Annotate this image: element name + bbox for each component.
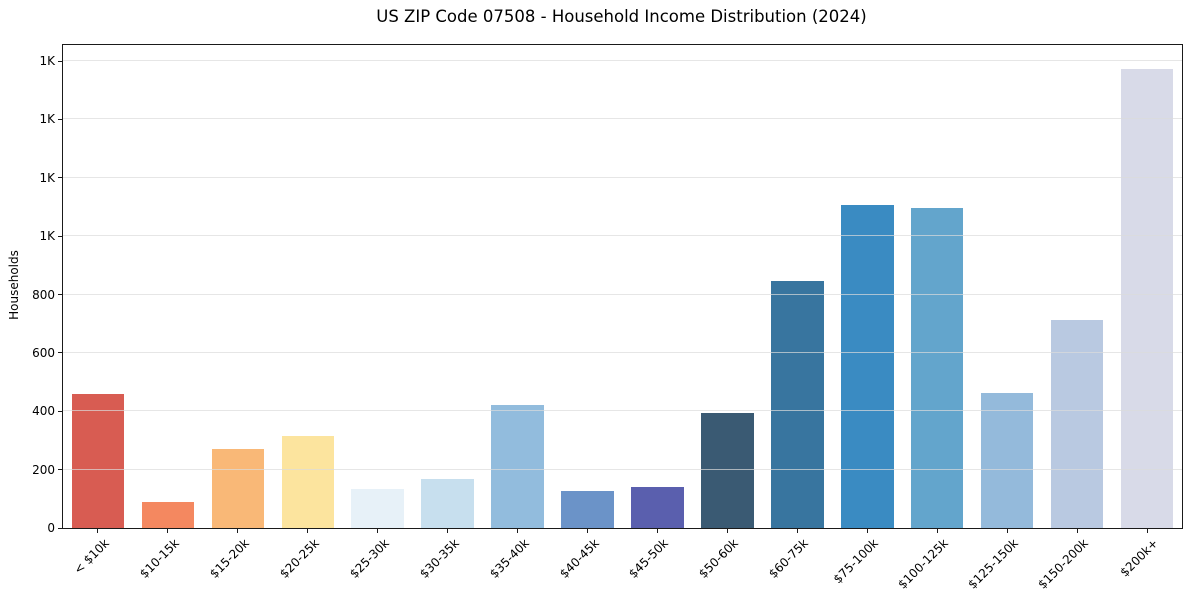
x-tick-label: $50-60k (696, 536, 742, 581)
y-tick-mark (58, 294, 62, 296)
bar-slot (623, 45, 693, 528)
bar-slot (692, 45, 762, 528)
x-tick-label: $30-35k (416, 536, 462, 581)
x-tick-label: $40-45k (556, 536, 602, 581)
x-tick-mark (1006, 529, 1008, 533)
bar-slot (273, 45, 343, 528)
bar-slot (63, 45, 133, 528)
y-axis-label: Households (7, 250, 21, 320)
bar (421, 478, 474, 528)
bar (1050, 320, 1104, 528)
bar (771, 281, 824, 528)
x-tick-mark (307, 529, 309, 533)
y-tick-mark (58, 469, 62, 471)
x-tick-label: $125-150k (965, 536, 1022, 590)
y-tick-label: 1K (39, 54, 55, 69)
x-tick-label: $10-15k (136, 536, 182, 581)
x-tick-mark (237, 529, 239, 533)
bar (841, 205, 894, 528)
plot-area: 0 200 400 600 800 1K 1K 1K 1K < $10k $10-15k $15-20… (32, 44, 1183, 590)
y-tick-label: 600 (32, 345, 55, 360)
x-tick-mark (587, 529, 589, 533)
x-tick-label: $75-100k (830, 536, 882, 587)
x-tick-mark (97, 529, 99, 533)
x-tick-label: $25-30k (346, 536, 392, 581)
bar (561, 491, 614, 528)
x-tick-mark (1146, 529, 1148, 533)
y-tick-label: 1K (39, 229, 55, 244)
y-tick-mark (58, 527, 62, 529)
x-tick-mark (1076, 529, 1078, 533)
x-tick-mark (936, 529, 938, 533)
y-tick-mark (58, 118, 62, 120)
x-tick-mark (726, 529, 728, 533)
y-tick-label: 0 (47, 521, 55, 535)
bar-slot (483, 45, 553, 528)
y-tick-mark (58, 410, 62, 412)
x-tick-label: $20-25k (276, 536, 322, 581)
bar (980, 393, 1034, 528)
y-tick-mark (58, 60, 62, 62)
y-tick-label: 400 (32, 404, 55, 419)
x-tick-label: $100-125k (895, 536, 952, 590)
bar-slot (902, 45, 972, 528)
y-tick-mark (58, 352, 62, 354)
bar (910, 207, 964, 528)
bar (71, 393, 125, 528)
bar (351, 489, 404, 528)
bar-slot (553, 45, 623, 528)
x-tick-label: $60-75k (766, 536, 812, 581)
chart-title: US ZIP Code 07508 - Household Income Dis… (376, 7, 867, 26)
x-tick-mark (866, 529, 868, 533)
x-tick-label: $15-20k (206, 536, 252, 581)
y-tick-label: 200 (32, 462, 55, 477)
y-tick-label: 1K (39, 112, 55, 127)
bar-slot (1112, 45, 1182, 528)
bar-series (63, 45, 1182, 528)
x-tick-label: < $10k (71, 536, 112, 577)
x-tick-label: $45-50k (626, 536, 672, 581)
x-tick-mark (517, 529, 519, 533)
x-tick-mark (377, 529, 379, 533)
bar (1120, 68, 1174, 528)
y-tick-mark (58, 235, 62, 237)
bar-slot (133, 45, 203, 528)
bar-slot (343, 45, 413, 528)
x-tick-label: $200k+ (1117, 536, 1161, 580)
x-tick-mark (447, 529, 449, 533)
x-tick-label: $35-40k (486, 536, 532, 581)
bar-slot (832, 45, 902, 528)
bar-slot (1042, 45, 1112, 528)
y-tick-mark (58, 177, 62, 179)
x-tick-label: $150-200k (1035, 536, 1091, 590)
x-tick-mark (167, 529, 169, 533)
bar-slot (203, 45, 273, 528)
bar (701, 413, 754, 528)
bar (211, 449, 265, 528)
y-tick-label: 1K (39, 170, 55, 185)
bar (281, 436, 334, 528)
bar (141, 501, 195, 528)
y-tick-label: 800 (32, 287, 55, 302)
x-tick-mark (656, 529, 658, 533)
bar-slot (413, 45, 483, 528)
x-tick-mark (796, 529, 798, 533)
bar (631, 487, 684, 528)
bar-slot (762, 45, 832, 528)
bar-slot (972, 45, 1042, 528)
bar (491, 404, 544, 528)
